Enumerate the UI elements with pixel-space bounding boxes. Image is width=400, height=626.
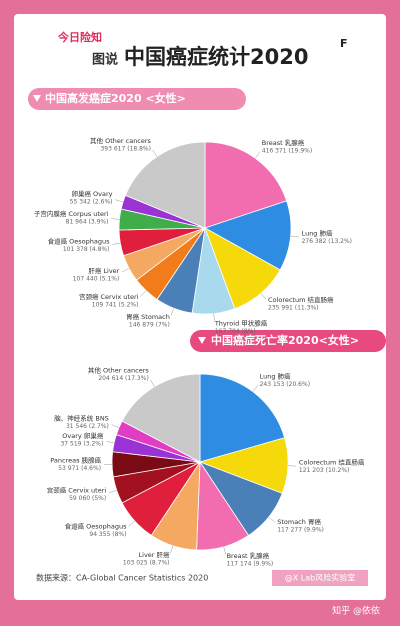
slice-value: 416 371 (19.9%) (262, 147, 312, 154)
slice-value: 31 546 (2.7%) (66, 423, 109, 430)
slice-value: 243 153 (20.6%) (260, 381, 310, 388)
slice-label: Lung 肺癌 (302, 228, 333, 237)
slice-value: 55 342 (2.6%) (70, 198, 113, 205)
section-title: 中国高发癌症2020 <女性> (45, 91, 186, 105)
slice-label: 宫颈癌 Cervix uteri (79, 292, 139, 301)
slice-label: 宫颈癌 Cervix uteri (47, 486, 107, 495)
slice-value: 53 971 (4.6%) (58, 465, 101, 472)
slice-label: 子宫内膜癌 Corpus uteri (34, 209, 109, 218)
slice-value: 121 203 (10.2%) (299, 467, 349, 474)
slice-value: 276 382 (13.2%) (302, 238, 352, 245)
slice-value: 94 355 (8%) (89, 531, 126, 538)
slice-value: 146 879 (7%) (129, 322, 170, 329)
slice-value: 101 378 (4.8%) (63, 246, 110, 253)
brand: 今日险知 (57, 30, 102, 44)
slice-label: 肝癌 Liver (88, 266, 119, 275)
footer-brand: @X Lab风险实验室 (285, 573, 355, 583)
prefix: 图说 (92, 52, 118, 68)
slice-label: 脑、神经系统 BNS (54, 413, 109, 422)
slice-label: Colorectum 结直肠癌 (268, 295, 334, 304)
section-title: 中国癌症死亡率2020<女性> (211, 333, 359, 347)
slice-value: 37 519 (3.2%) (60, 441, 103, 448)
slice-label: 其他 Other cancers (88, 366, 150, 375)
slice-label: Lung 肺癌 (260, 372, 291, 381)
credit: 知乎 @依依 (332, 605, 380, 617)
slice-label: Ovary 卵巢癌 (62, 431, 104, 440)
slice-label: 食道癌 Oesophagus (48, 236, 111, 245)
slice-label: Liver 肝癌 (139, 550, 171, 559)
slice-label: 食道癌 Oesophagus (65, 521, 128, 530)
slice-value: 103 025 (8.7%) (123, 560, 170, 567)
slice-label: 卵巢癌 Ovary (71, 189, 112, 198)
slice-label: Colorectum 结直肠癌 (299, 457, 365, 466)
slice-value: 167 704 (8%) (215, 328, 256, 335)
slice-label: Pancreas 胰腺癌 (50, 456, 101, 465)
slice-value: 109 741 (5.2%) (92, 301, 139, 308)
slice-value: 117 174 (9.9%) (227, 561, 274, 568)
title: 中国癌症统计2020 (124, 45, 308, 69)
slice-value: 204 614 (17.3%) (98, 375, 148, 382)
slice-value: 393 617 (18.8%) (100, 145, 150, 152)
slice-value: 81 964 (3.9%) (66, 219, 109, 226)
slice-label: Breast 乳腺癌 (262, 138, 305, 147)
slice-label: 胃癌 Stomach (126, 312, 170, 321)
slice-label: Thyroid 甲状腺癌 (214, 318, 268, 327)
slice-value: 117 277 (9.9%) (277, 526, 324, 533)
source: 数据来源：CA-Global Cancer Statistics 2020 (36, 573, 208, 583)
title-superscript: F (340, 37, 348, 50)
slice-value: 235 991 (11.3%) (268, 304, 318, 311)
slice-label: Breast 乳腺癌 (227, 551, 270, 560)
slice-label: Stomach 胃癌 (277, 517, 321, 526)
slice-label: 其他 Other cancers (90, 136, 152, 145)
slice-value: 107 440 (5.1%) (73, 275, 120, 282)
slice-value: 59 060 (5%) (69, 495, 106, 502)
